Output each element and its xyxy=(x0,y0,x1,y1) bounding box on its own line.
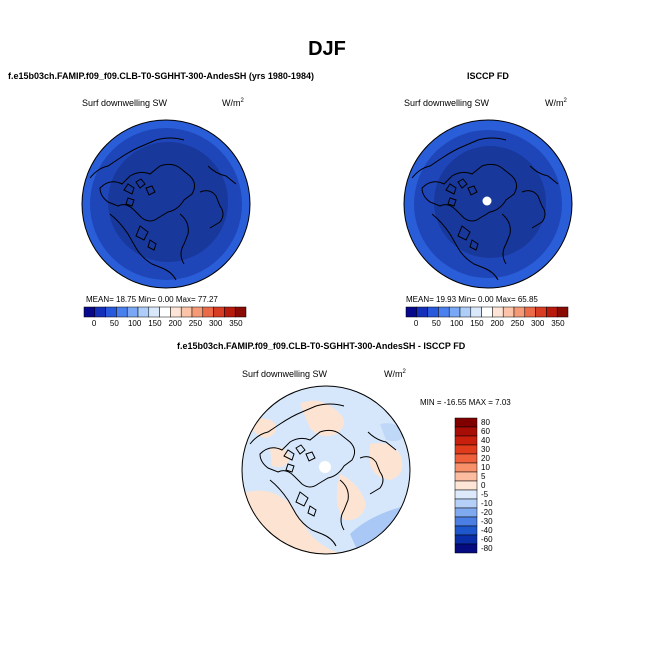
colorbar-tick-label: 100 xyxy=(127,319,142,328)
diff-colorbar-swatch xyxy=(454,471,478,482)
main-title: DJF xyxy=(308,38,346,60)
colorbar-swatch xyxy=(427,306,439,318)
colorbar-swatch xyxy=(137,306,150,318)
colorbar-tick-label: 50 xyxy=(109,319,119,328)
colorbar-tick-label: 300 xyxy=(208,319,223,328)
diff-colorbar-tick-label: 20 xyxy=(481,453,490,463)
colorbar-swatch xyxy=(405,306,418,318)
colorbar-swatch xyxy=(170,306,182,318)
diff-colorbar-tick-label: -60 xyxy=(481,534,493,544)
left-colorbar-labels: 0 50 100 150 200 250 300 350 xyxy=(84,319,246,329)
colorbar-tick-label: 0 xyxy=(413,319,419,328)
colorbar-swatch xyxy=(126,306,139,318)
colorbar-swatch xyxy=(234,306,247,318)
diff-colorbar-swatch xyxy=(454,534,478,545)
right-colorbar-labels: 0 50 100 150 200 250 300 350 xyxy=(406,319,568,329)
diff-colorbar-tick-label: 10 xyxy=(481,462,490,472)
diff-colorbar-swatch xyxy=(454,489,478,500)
right-panel-header: ISCCP FD xyxy=(467,71,509,81)
left-colorbar xyxy=(83,306,247,318)
colorbar-tick-label: 250 xyxy=(510,319,525,328)
diff-colorbar-swatch xyxy=(454,525,478,536)
diff-polar-map xyxy=(241,385,411,555)
left-polar-map xyxy=(81,119,251,289)
colorbar-tick-label: 350 xyxy=(229,319,243,328)
colorbar-tick-label: 0 xyxy=(91,319,97,328)
colorbar-tick-label: 150 xyxy=(148,319,162,328)
colorbar-tick-label: 150 xyxy=(470,319,484,328)
colorbar-swatch xyxy=(438,306,450,318)
right-polar-map xyxy=(403,119,573,289)
diff-colorbar-tick-label: -20 xyxy=(481,507,493,517)
diff-colorbar-tick-label: 30 xyxy=(481,444,490,454)
colorbar-swatch xyxy=(224,306,236,318)
colorbar-swatch xyxy=(180,306,193,318)
colorbar-swatch xyxy=(546,306,558,318)
left-stats: MEAN= 18.75 Min= 0.00 Max= 77.27 xyxy=(86,295,218,304)
diff-colorbar-swatch xyxy=(454,426,478,437)
left-panel-header: f.e15b03ch.FAMIP.f09_f09.CLB-T0-SGHHT-30… xyxy=(8,71,314,81)
diff-colorbar xyxy=(454,417,478,554)
colorbar-swatch xyxy=(202,306,214,318)
diff-colorbar-tick-label: -10 xyxy=(481,498,493,508)
colorbar-tick-label: 50 xyxy=(431,319,441,328)
diff-colorbar-swatch xyxy=(454,543,478,554)
diff-colorbar-tick-label: 0 xyxy=(481,480,486,490)
colorbar-swatch xyxy=(470,306,482,318)
diff-colorbar-labels: 80 60 40 30 20 10 5 0 -5 -10 -20 -30 -40 -60 -80 xyxy=(481,418,511,553)
colorbar-swatch xyxy=(416,306,428,318)
colorbar-swatch xyxy=(513,306,526,318)
colorbar-tick-label: 200 xyxy=(490,319,504,328)
diff-colorbar-tick-label: 5 xyxy=(481,471,486,481)
colorbar-swatch xyxy=(448,306,461,318)
colorbar-swatch xyxy=(105,306,117,318)
colorbar-tick-label: 300 xyxy=(530,319,545,328)
diff-colorbar-swatch xyxy=(454,516,478,527)
right-units-label: W/m2 xyxy=(545,98,567,108)
colorbar-swatch xyxy=(502,306,515,318)
diff-stats: MIN = -16.55 MAX = 7.03 xyxy=(420,398,511,407)
diff-colorbar-tick-label: 80 xyxy=(481,417,490,427)
diff-colorbar-swatch xyxy=(454,417,478,428)
diff-colorbar-tick-label: 60 xyxy=(481,426,490,436)
right-stats: MEAN= 19.93 Min= 0.00 Max= 65.85 xyxy=(406,295,538,304)
colorbar-swatch xyxy=(116,306,128,318)
diff-colorbar-swatch xyxy=(454,498,478,509)
colorbar-tick-label: 200 xyxy=(168,319,182,328)
diff-colorbar-tick-label: 40 xyxy=(481,435,490,445)
colorbar-swatch xyxy=(83,306,96,318)
colorbar-swatch xyxy=(481,306,493,318)
diff-colorbar-swatch xyxy=(454,453,478,464)
diff-colorbar-swatch xyxy=(454,480,478,491)
colorbar-swatch xyxy=(492,306,504,318)
diff-panel-header: f.e15b03ch.FAMIP.f09_f09.CLB-T0-SGHHT-30… xyxy=(177,341,466,351)
diff-colorbar-swatch xyxy=(454,462,478,473)
diff-colorbar-swatch xyxy=(454,435,478,446)
colorbar-swatch xyxy=(556,306,569,318)
colorbar-tick-label: 350 xyxy=(551,319,565,328)
diff-colorbar-swatch xyxy=(454,507,478,518)
pole-missing-data-dot xyxy=(482,196,492,206)
right-variable-label: Surf downwelling SW xyxy=(404,98,490,108)
colorbar-swatch xyxy=(524,306,536,318)
colorbar-swatch xyxy=(191,306,204,318)
diff-colorbar-tick-label: -80 xyxy=(481,543,493,553)
left-variable-label: Surf downwelling SW xyxy=(82,98,168,108)
colorbar-swatch xyxy=(148,306,160,318)
colorbar-swatch xyxy=(159,306,171,318)
right-colorbar xyxy=(405,306,569,318)
diff-colorbar-tick-label: -30 xyxy=(481,516,493,526)
diff-colorbar-swatch xyxy=(454,444,478,455)
colorbar-swatch xyxy=(459,306,472,318)
colorbar-swatch xyxy=(213,306,225,318)
colorbar-swatch xyxy=(94,306,106,318)
colorbar-tick-label: 250 xyxy=(188,319,203,328)
colorbar-tick-label: 100 xyxy=(449,319,464,328)
diff-colorbar-tick-label: -5 xyxy=(481,489,489,499)
diff-units-label: W/m2 xyxy=(384,369,406,379)
left-units-label: W/m2 xyxy=(222,98,244,108)
colorbar-swatch xyxy=(535,306,547,318)
diff-variable-label: Surf downwelling SW xyxy=(242,369,328,379)
diff-colorbar-tick-label: -40 xyxy=(481,525,493,535)
